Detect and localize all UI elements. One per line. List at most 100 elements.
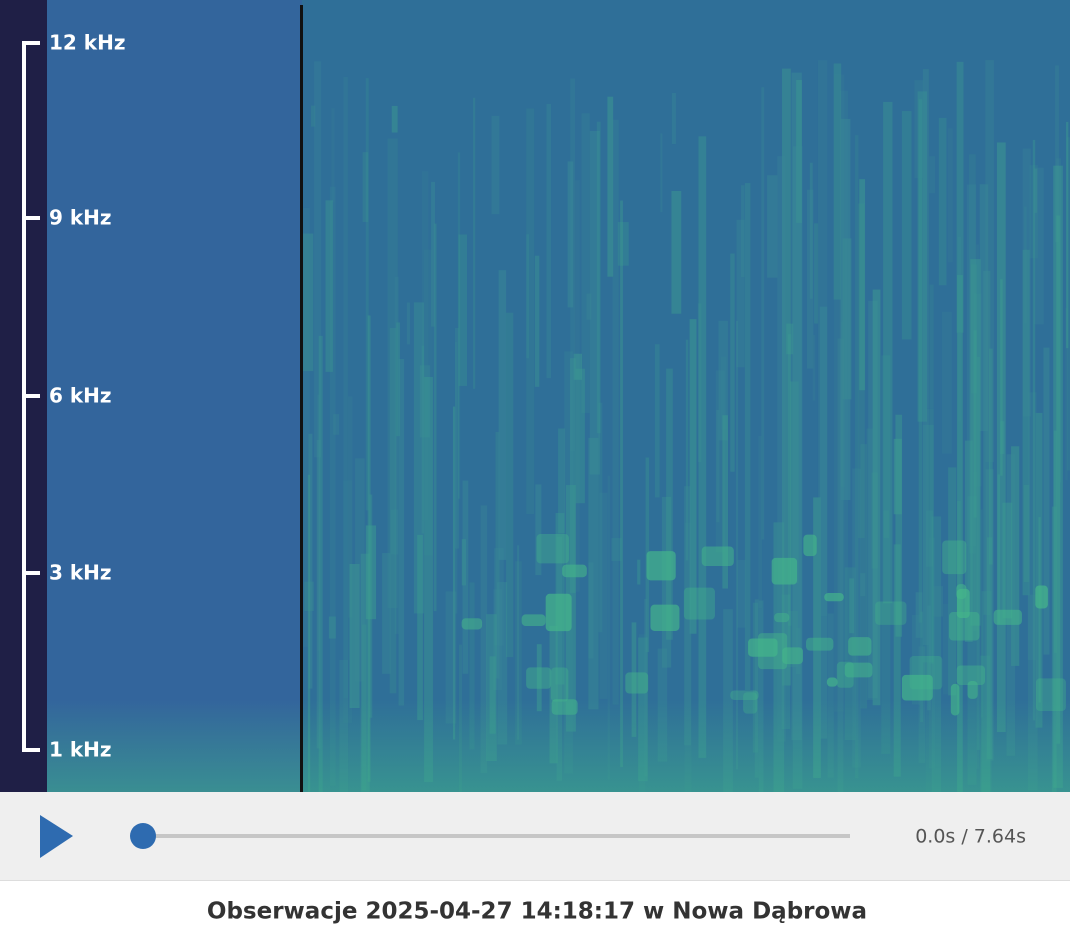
spectrogram-streak (931, 516, 942, 804)
spectrogram-blob (848, 637, 872, 656)
spectrogram-blob (993, 609, 1022, 625)
spectrogram-streak (445, 591, 457, 724)
spectrogram-streak (860, 444, 868, 709)
spectrogram-streak (347, 396, 353, 618)
spectrogram-streak (317, 394, 321, 651)
spectrogram-streak (387, 138, 398, 609)
frequency-label: 9 kHz (49, 206, 112, 230)
spectrogram-streak (1053, 165, 1063, 788)
spectrogram-streak (586, 293, 592, 320)
spectrogram-streak (1043, 347, 1050, 655)
spectrogram-streak (859, 179, 866, 391)
spectrogram-streak (1034, 168, 1038, 213)
spectrogram-blob (683, 587, 715, 620)
spectrogram-streak (534, 255, 540, 387)
spectrogram-streak (986, 537, 993, 760)
spectrogram-blob (625, 672, 649, 694)
spectrogram-streak (556, 536, 563, 781)
spectrogram-streak (1038, 517, 1041, 703)
spectrogram-streak (421, 345, 425, 534)
spectrogram-streak (973, 293, 982, 487)
spectrogram-streak (970, 259, 981, 626)
spectrogram-streak (969, 154, 976, 554)
spectrogram-streak (1000, 279, 1003, 476)
spectrogram-streak (644, 599, 648, 777)
spectrogram-streak (790, 381, 799, 584)
spectrogram-streak (314, 61, 322, 458)
spectrogram-streak (976, 356, 981, 750)
spectrogram-streak (316, 439, 321, 749)
spectrogram-streak (303, 207, 310, 647)
spectrogram-streak (526, 108, 535, 515)
spectrogram-streak (684, 522, 692, 798)
spectrogram-blob (536, 534, 569, 564)
spectrogram-streak (922, 424, 934, 663)
spectrogram-streak (736, 320, 739, 770)
spectrogram-streak (431, 181, 436, 327)
spectrogram-blob (909, 655, 943, 690)
spectrogram-streak (462, 480, 469, 674)
spectrogram-streak (893, 438, 902, 515)
spectrogram-streak (973, 330, 977, 518)
spectrogram-streak (589, 131, 600, 475)
spectrogram-streak (786, 323, 794, 355)
spectrogram-streak (737, 560, 746, 628)
spectrogram-streak (419, 365, 431, 438)
spectrogram-blob (844, 662, 873, 678)
spectrogram-streak (1056, 158, 1062, 483)
spectrogram-streak (1011, 446, 1020, 666)
spectrogram-streak (860, 573, 866, 597)
spectrogram-streak (915, 592, 923, 638)
spectrogram-streak (1065, 308, 1068, 481)
spectrogram-streak (736, 219, 745, 368)
spectrogram-streak (1029, 165, 1038, 259)
spectrogram-streak (715, 370, 725, 553)
spectrogram-streak (473, 97, 476, 389)
spectrogram-streak (318, 335, 323, 806)
spectrogram-streak (497, 582, 508, 745)
spectrogram-streak (895, 414, 903, 637)
spectrogram-streak (480, 505, 488, 774)
frequency-label: 3 kHz (49, 561, 112, 585)
spectrogram-streak (574, 180, 580, 592)
spectrogram-streak (857, 203, 865, 539)
seek-knob[interactable] (130, 823, 156, 849)
spectrogram-streak (914, 80, 924, 179)
spectrogram-streak (406, 302, 410, 345)
spectrogram-streak (567, 161, 574, 308)
spectrogram-streak (617, 222, 629, 266)
spectrogram-streak (535, 484, 542, 576)
spectrogram-streak (956, 61, 964, 333)
play-button[interactable] (40, 815, 73, 858)
spectrogram-streak (454, 327, 460, 549)
spectrogram-streak (343, 76, 348, 699)
spectrogram-streak (883, 510, 889, 538)
spectrogram-streak (957, 275, 963, 799)
spectrogram-streak (813, 497, 821, 778)
spectrogram-streak (698, 136, 707, 758)
spectrogram-streak (549, 625, 558, 764)
spectrogram-streak (631, 622, 637, 737)
spectrogram-streak (1066, 121, 1069, 349)
spectrogram-streak (754, 599, 759, 778)
spectrogram-streak (881, 355, 891, 754)
spectrogram-streak (417, 534, 423, 721)
spectrogram-blob (550, 667, 569, 702)
spectrogram-streak (883, 101, 893, 604)
spectrogram-blob (545, 593, 572, 632)
spectrogram-blob (782, 647, 803, 665)
spectrogram-streak (457, 152, 461, 499)
spectrogram-streak (872, 289, 881, 706)
spectrogram-streak (730, 253, 735, 472)
spectrogram-streak (396, 322, 401, 437)
spectrogram-streak (849, 578, 855, 634)
spectrogram-streak (777, 156, 786, 742)
spectrogram-streak (716, 409, 720, 523)
spectrogram-streak (424, 377, 433, 783)
spectrogram-streak (581, 113, 590, 413)
spectrogram-streak (491, 115, 500, 215)
spectrogram-streak (389, 328, 397, 694)
spectrogram-streak (413, 302, 425, 614)
spectrogram-streak (331, 108, 335, 203)
spectrogram-streak (458, 234, 468, 386)
